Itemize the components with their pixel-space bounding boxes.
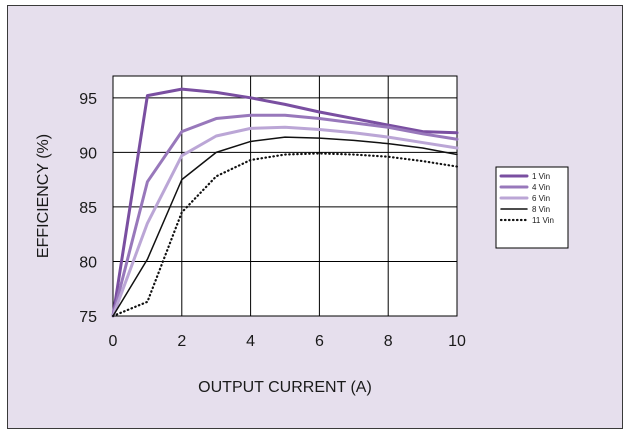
legend-label: 11 Vin: [532, 216, 554, 225]
y-tick-label: 80: [79, 254, 97, 271]
series-line: [111, 125, 459, 318]
y-tick-labels: 75 80 85 90 95: [79, 91, 97, 326]
x-tick-label: 4: [246, 333, 255, 350]
series-layer: [111, 87, 459, 318]
y-axis-title: EFFICIENCY (%): [35, 134, 52, 258]
series-line: [111, 87, 459, 318]
legend-label: 6 Vin: [532, 194, 550, 203]
y-tick-label: 90: [79, 145, 97, 162]
x-tick-label: 2: [177, 333, 186, 350]
x-tick-label: 10: [448, 333, 466, 350]
x-tick-label: 0: [109, 333, 118, 350]
x-tick-label: 8: [384, 333, 393, 350]
series-line: [111, 113, 459, 318]
x-axis-title: OUTPUT CURRENT (A): [198, 379, 372, 396]
y-tick-label: 75: [79, 309, 97, 326]
series-line: [111, 152, 459, 318]
legend: 1 Vin 4 Vin 6 Vin 8 Vin 11 Vin: [495, 166, 569, 249]
x-tick-labels: 0 2 4 6 8 10: [109, 333, 466, 350]
y-tick-label: 85: [79, 200, 97, 217]
x-tick-label: 6: [315, 333, 324, 350]
legend-box: [495, 166, 569, 249]
series-line: [112, 136, 458, 317]
legend-label: 4 Vin: [532, 183, 550, 192]
y-tick-label: 95: [79, 91, 97, 108]
legend-label: 1 Vin: [532, 172, 550, 181]
legend-label: 8 Vin: [532, 205, 550, 214]
plot-area: [112, 75, 458, 317]
